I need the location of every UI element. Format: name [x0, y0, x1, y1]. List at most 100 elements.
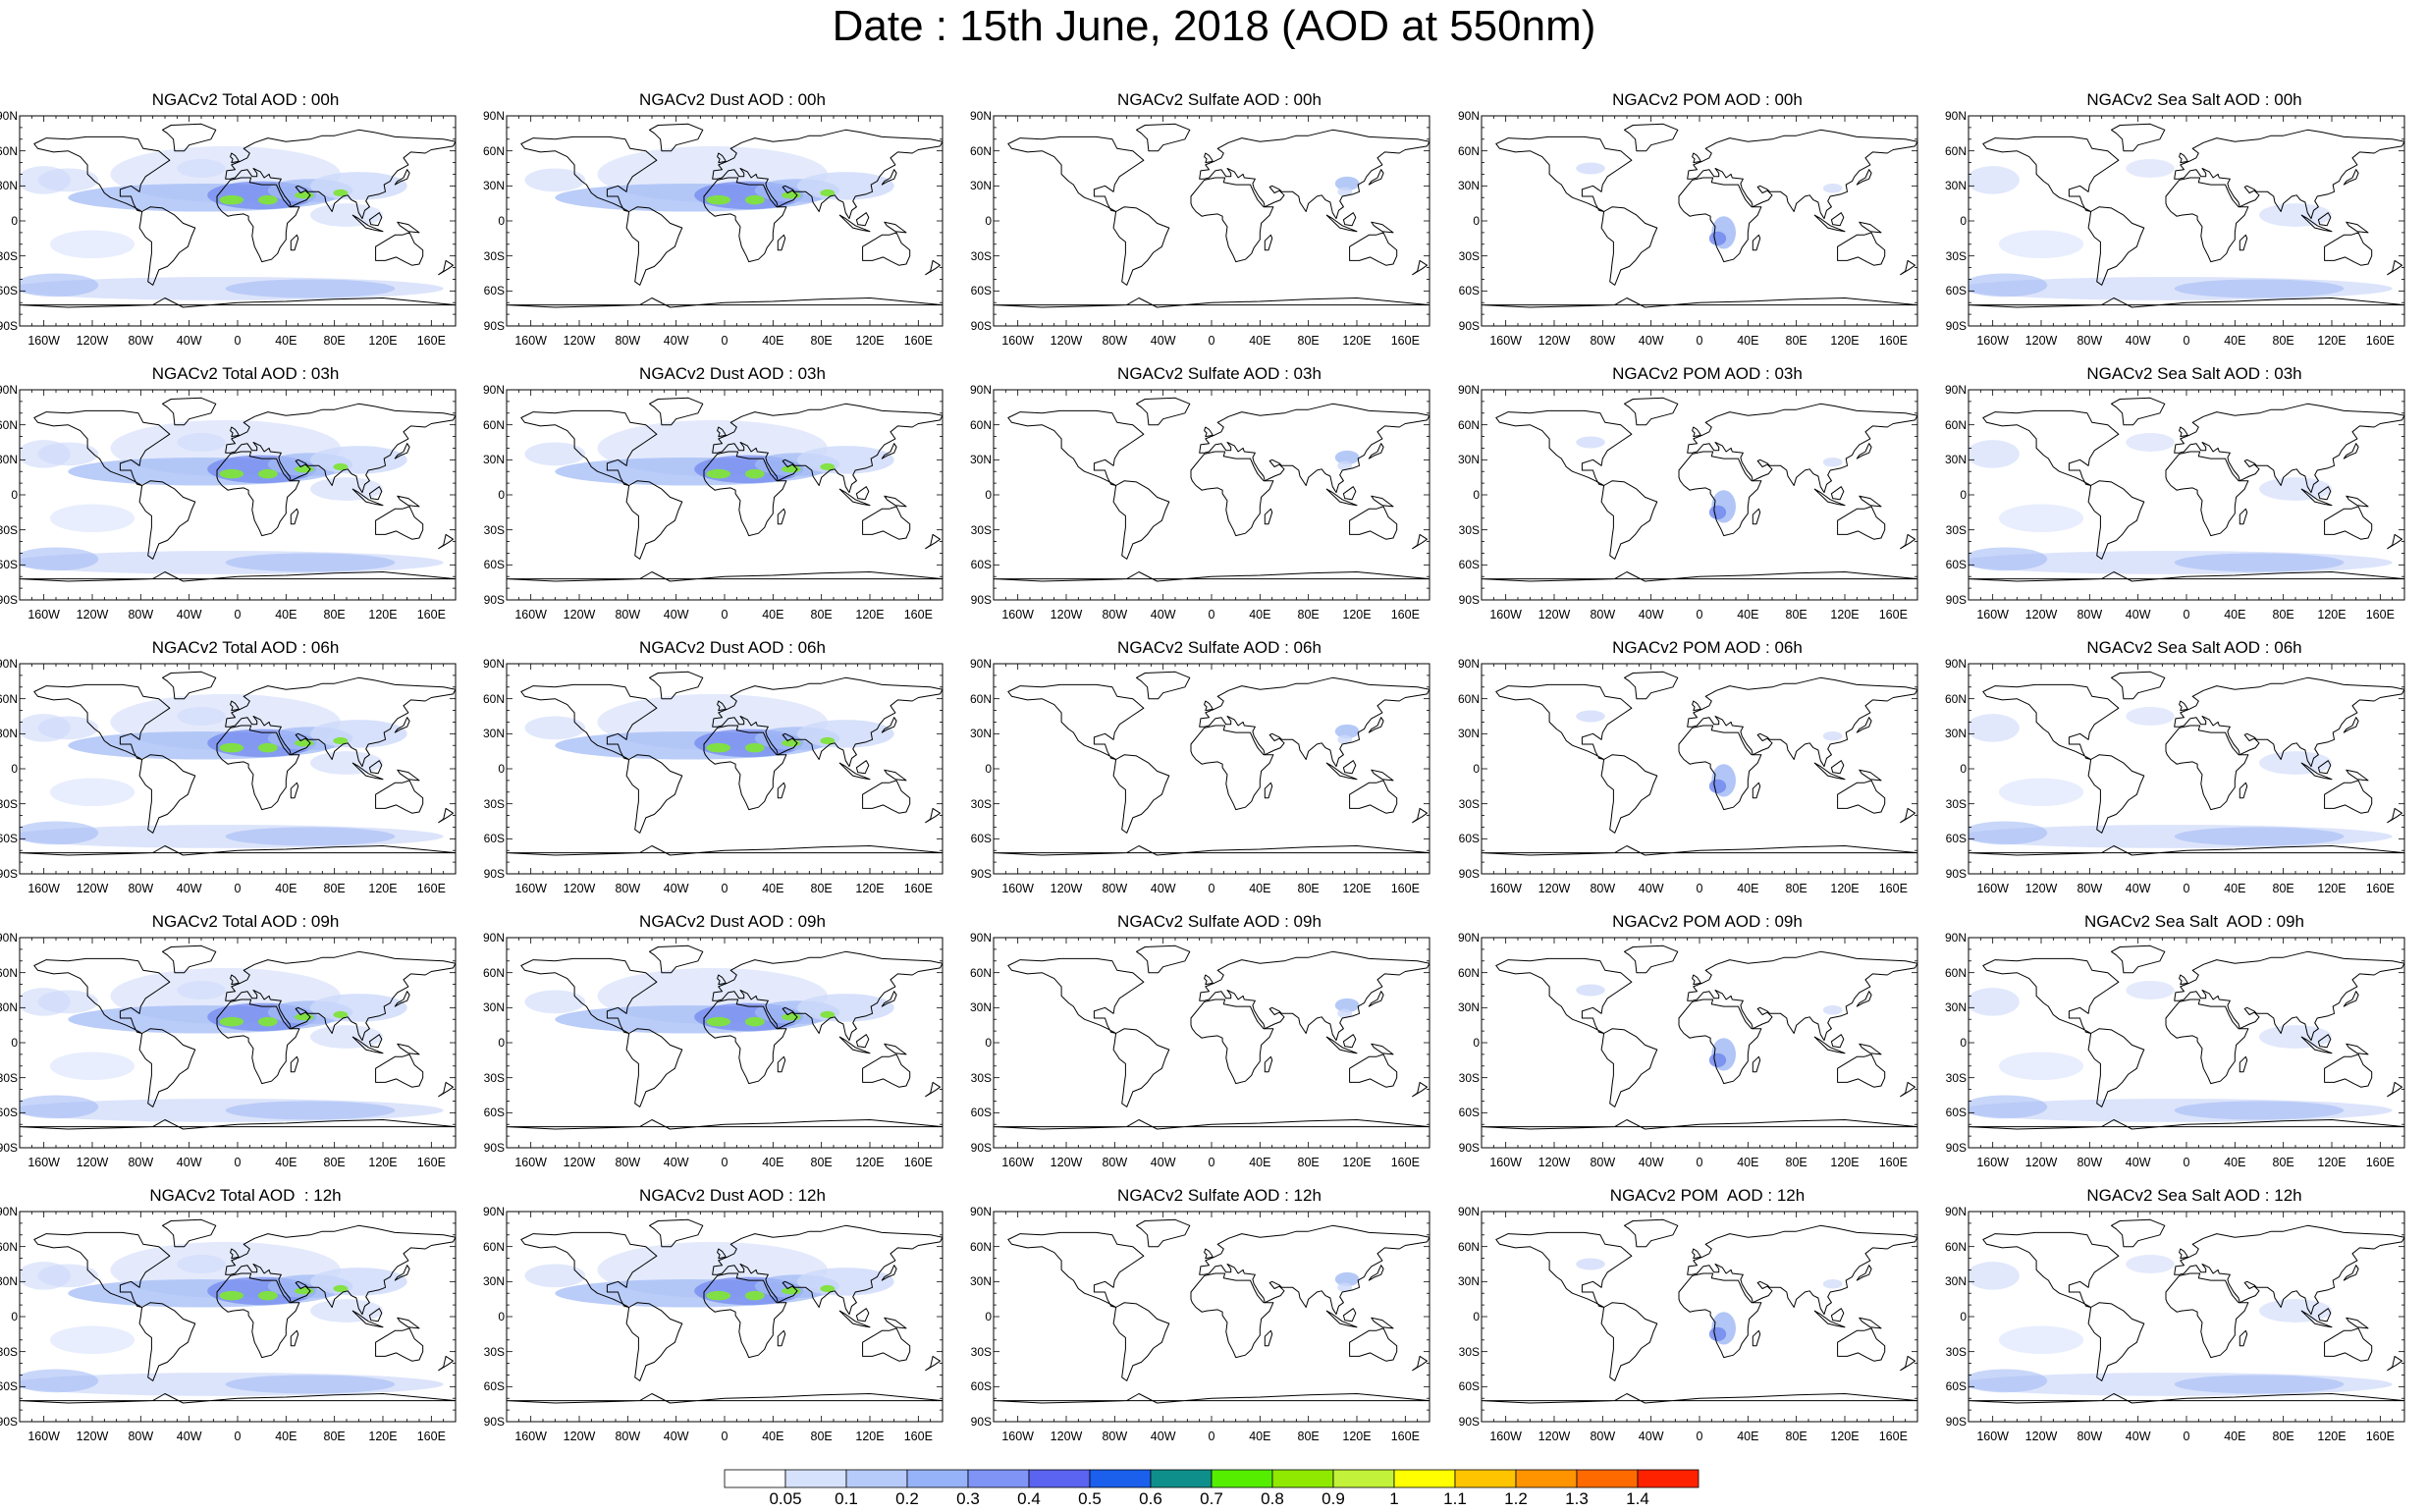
lat-label: 30S [0, 522, 18, 537]
lat-label: 90N [970, 657, 993, 671]
coastline-north-america [1982, 683, 2120, 760]
lat-label: 60N [1458, 691, 1481, 706]
panel-title: NGACv2 Sulfate AOD : 03h [1117, 364, 1322, 383]
lon-label: 40W [2125, 1156, 2151, 1169]
lon-label: 0 [234, 1430, 242, 1443]
coastline-eurasia [2174, 676, 2404, 768]
lat-label: 60N [0, 1239, 19, 1254]
lon-label: 120W [1050, 1430, 1083, 1443]
lat-label: 30N [1458, 1000, 1481, 1015]
coastline-eurasia [712, 676, 943, 768]
lat-label: 90N [970, 1205, 993, 1218]
coastline-north-america [1495, 1231, 1633, 1308]
aod-dust-hotspot [820, 462, 836, 471]
lat-label: 90S [1945, 1141, 1967, 1155]
aod-south-pacific-seasalt [1998, 1052, 2084, 1081]
lat-label: 90N [970, 931, 993, 945]
aod-pacific-seasalt [1969, 1369, 2048, 1393]
lat-label: 90N [0, 657, 19, 671]
lon-label: 0 [1208, 1156, 1215, 1169]
coastline-borneo [1830, 486, 1845, 501]
lon-label: 40E [762, 882, 784, 895]
lon-label: 0 [2183, 1430, 2190, 1443]
coastline-borneo [855, 486, 870, 501]
lat-label: 90N [483, 383, 506, 397]
coastline-greenland [1136, 671, 1191, 700]
lat-label: 60N [970, 691, 993, 706]
aod-southern-ocean-band [2174, 827, 2345, 846]
lat-label: 60S [970, 832, 992, 846]
lon-label: 80W [1102, 1156, 1128, 1169]
lat-label: 90S [483, 319, 505, 333]
aod-pacific-plume [524, 990, 586, 1014]
lon-label: 80W [1102, 882, 1128, 895]
coastline-new-zealand [1900, 533, 1915, 550]
coastline-south-america [138, 206, 196, 286]
coastline-antarctica [507, 571, 943, 582]
coastline-north-america [33, 135, 171, 212]
lon-label: 40E [762, 334, 784, 348]
colorbar-swatch [1332, 1469, 1395, 1488]
colorbar-swatch [1393, 1469, 1456, 1488]
lat-label: 30S [483, 1070, 505, 1085]
coastline-south-america [138, 1302, 196, 1381]
coastline-eurasia [1199, 403, 1430, 494]
map-plot [993, 115, 1430, 327]
map-plot [1481, 663, 1918, 875]
coastline-africa [703, 725, 787, 811]
lat-label: 30N [970, 727, 993, 741]
map-panel-dust-1: NGACv2 Dust AOD : 03h 90N 60N 30N 0 30S 60S 90S… [483, 364, 978, 637]
lat-label: 30S [0, 248, 18, 263]
aod-pacific-seasalt [20, 1095, 99, 1119]
coastline-south-america [138, 1028, 196, 1107]
lat-label: 90S [970, 319, 992, 333]
lat-label: 60N [1458, 1239, 1481, 1254]
coastline-eurasia [712, 950, 943, 1042]
lat-label: 90N [1945, 1205, 1968, 1218]
lon-label: 120E [1342, 608, 1372, 621]
map-plot [993, 389, 1430, 601]
aod-dust-hotspot [706, 742, 731, 753]
coastline-north-america [1007, 135, 1145, 212]
lon-label: 160W [1976, 334, 2009, 348]
coastline-greenland [1624, 945, 1679, 974]
lon-label: 80W [128, 1156, 154, 1169]
coastline-uk [717, 152, 727, 164]
coastline-antarctica [994, 571, 1430, 582]
coastline-new-guinea [2346, 1317, 2369, 1329]
coastline-madagascar [777, 1055, 786, 1073]
lat-label: 90N [0, 1205, 19, 1218]
lon-label: 40E [1249, 1430, 1271, 1443]
lon-label: 0 [1696, 1156, 1703, 1169]
coastline-madagascar [2239, 782, 2248, 799]
lon-label: 80E [323, 1156, 346, 1169]
aod-southern-ocean-band [2174, 1375, 2345, 1394]
map-panel-seasalt-0: NGACv2 Sea Salt AOD : 00h 90N 60N 30N 0 30S 60… [1945, 90, 2428, 363]
map-plot [993, 937, 1430, 1149]
aod-asia-pom [1822, 1278, 1843, 1289]
aod-dust-hotspot [294, 1013, 314, 1021]
lat-label: 90N [970, 109, 993, 123]
lon-label: 160E [1390, 882, 1420, 895]
coastline-japan [881, 443, 897, 459]
lat-label: 30S [1458, 1070, 1480, 1085]
colorbar-label: 1.3 [1565, 1489, 1589, 1508]
lon-label: 160E [416, 882, 446, 895]
coastline-south-america [2087, 754, 2145, 834]
coastline-antarctica [507, 297, 943, 308]
colorbar-label: 0.2 [895, 1489, 919, 1508]
coastline-borneo [2317, 1308, 2332, 1323]
lat-label: 60S [483, 1379, 505, 1394]
colorbar-label: 0.05 [769, 1489, 802, 1508]
coastline-borneo [1342, 212, 1357, 227]
coastline-uk [1204, 700, 1214, 712]
panel-title: NGACv2 Sulfate AOD : 12h [1117, 1186, 1322, 1205]
aod-north-pacific-seasalt [1969, 1262, 2020, 1290]
lat-label: 30N [1945, 1274, 1968, 1289]
lon-label: 40W [663, 334, 689, 348]
coastline-greenland [1136, 123, 1191, 152]
map-frame [1481, 389, 1918, 601]
panel-title: NGACv2 Sea Salt AOD : 12h [2086, 1186, 2302, 1205]
lon-label: 40E [762, 1156, 784, 1169]
coastline-new-zealand [1412, 259, 1428, 276]
